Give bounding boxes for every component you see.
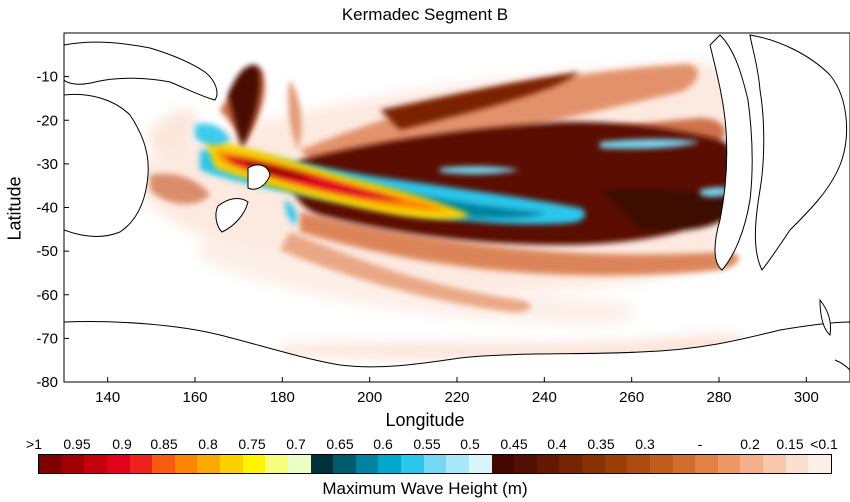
wave-height-field [130, 61, 748, 361]
x-axis-label: Longitude [385, 410, 465, 430]
x-tick-label: 200 [357, 389, 382, 406]
colorbar-label: <0.1 [810, 436, 838, 452]
colorbar-label: 0.8 [198, 436, 218, 452]
colorbar-label: - [697, 436, 703, 452]
colorbar-swatch [604, 455, 628, 473]
colorbar-swatch [39, 455, 62, 473]
colorbar-swatch [355, 455, 379, 473]
colorbar-swatch [695, 455, 718, 473]
colorbar-label: >1 [26, 436, 42, 452]
colorbar-swatch [310, 455, 334, 473]
colorbar-swatch [197, 455, 220, 473]
colorbar-swatch [536, 455, 560, 473]
colorbar-swatch [174, 455, 198, 473]
colorbar-swatch [717, 455, 741, 473]
colorbar-label: 0.3 [635, 436, 655, 452]
x-tick-label: 160 [182, 389, 207, 406]
colorbar-label: 0.55 [413, 436, 441, 452]
x-tick-label: 260 [619, 389, 644, 406]
x-axis-ticks: 140 160 180 200 220 240 260 280 300 [95, 377, 819, 406]
colorbar-swatch [446, 455, 469, 473]
colorbar-swatch [582, 455, 605, 473]
colorbar-title: Maximum Wave Height (m) [322, 479, 528, 498]
y-tick-label: -50 [36, 243, 58, 260]
colorbar-label: 0.15 [776, 436, 804, 452]
colorbar-label: 0.65 [326, 436, 354, 452]
colorbar-swatch [649, 455, 673, 473]
colorbar-label: 0.85 [150, 436, 178, 452]
x-tick-label: 280 [706, 389, 731, 406]
colorbar-swatch [491, 455, 515, 473]
x-tick-label: 140 [95, 389, 120, 406]
colorbar-swatch [672, 455, 696, 473]
y-tick-label: -20 [36, 112, 58, 129]
colorbar-swatch [129, 455, 153, 473]
y-tick-label: -10 [36, 69, 58, 86]
y-axis-ticks: -10 -20 -30 -40 -50 -60 -70 -80 [36, 69, 69, 391]
colorbar-swatch [287, 455, 311, 473]
x-tick-label: 240 [532, 389, 557, 406]
colorbar-swatch [627, 455, 650, 473]
colorbar-swatch [84, 455, 107, 473]
colorbar-swatch [265, 455, 288, 473]
colorbar-swatch [763, 455, 786, 473]
x-tick-label: 300 [794, 389, 819, 406]
colorbar-label: 0.75 [238, 436, 266, 452]
colorbar-label: 0.6 [373, 436, 393, 452]
y-tick-label: -80 [36, 374, 58, 391]
colorbar-swatch [740, 455, 763, 473]
colorbar-swatch [333, 455, 356, 473]
colorbar-swatch [61, 455, 85, 473]
colorbar-label: 0.9 [112, 436, 132, 452]
map-title: Kermadec Segment B [341, 5, 509, 24]
coastlines [64, 34, 850, 382]
colorbar-label: 0.45 [500, 436, 528, 452]
colorbar-tick-labels: >1 0.95 0.9 0.85 0.8 0.75 0.7 0.65 0.6 0.55 0.5 0.4… [0, 436, 850, 454]
colorbar-swatch [220, 455, 243, 473]
colorbar-label: 0.4 [547, 436, 567, 452]
colorbar-swatch [785, 455, 809, 473]
x-tick-label: 180 [270, 389, 295, 406]
y-tick-label: -40 [36, 200, 58, 217]
colorbar-swatch [242, 455, 266, 473]
colorbar-label: 0.7 [286, 436, 306, 452]
y-tick-label: -60 [36, 287, 58, 304]
tsunami-wave-height-map: 140 160 180 200 220 240 260 280 300 -10 -20 -30 -40… [36, 32, 850, 406]
colorbar-label: 0.95 [63, 436, 91, 452]
y-tick-label: -30 [36, 156, 58, 173]
colorbar-swatch [152, 455, 175, 473]
colorbar-swatch [514, 455, 537, 473]
colorbar-label: 0.35 [587, 436, 615, 452]
y-tick-label: -70 [36, 330, 58, 347]
colorbar-label: 0.5 [460, 436, 480, 452]
colorbar-swatch [423, 455, 447, 473]
colorbar-label: 0.2 [740, 436, 760, 452]
colorbar-swatch [378, 455, 401, 473]
y-axis-label: Latitude [4, 176, 25, 241]
colorbar-swatch [401, 455, 424, 473]
x-tick-label: 220 [444, 389, 469, 406]
colorbar [38, 454, 832, 474]
colorbar-swatch [808, 455, 831, 473]
colorbar-swatch [106, 455, 130, 473]
colorbar-swatch [468, 455, 492, 473]
colorbar-swatch [559, 455, 582, 473]
